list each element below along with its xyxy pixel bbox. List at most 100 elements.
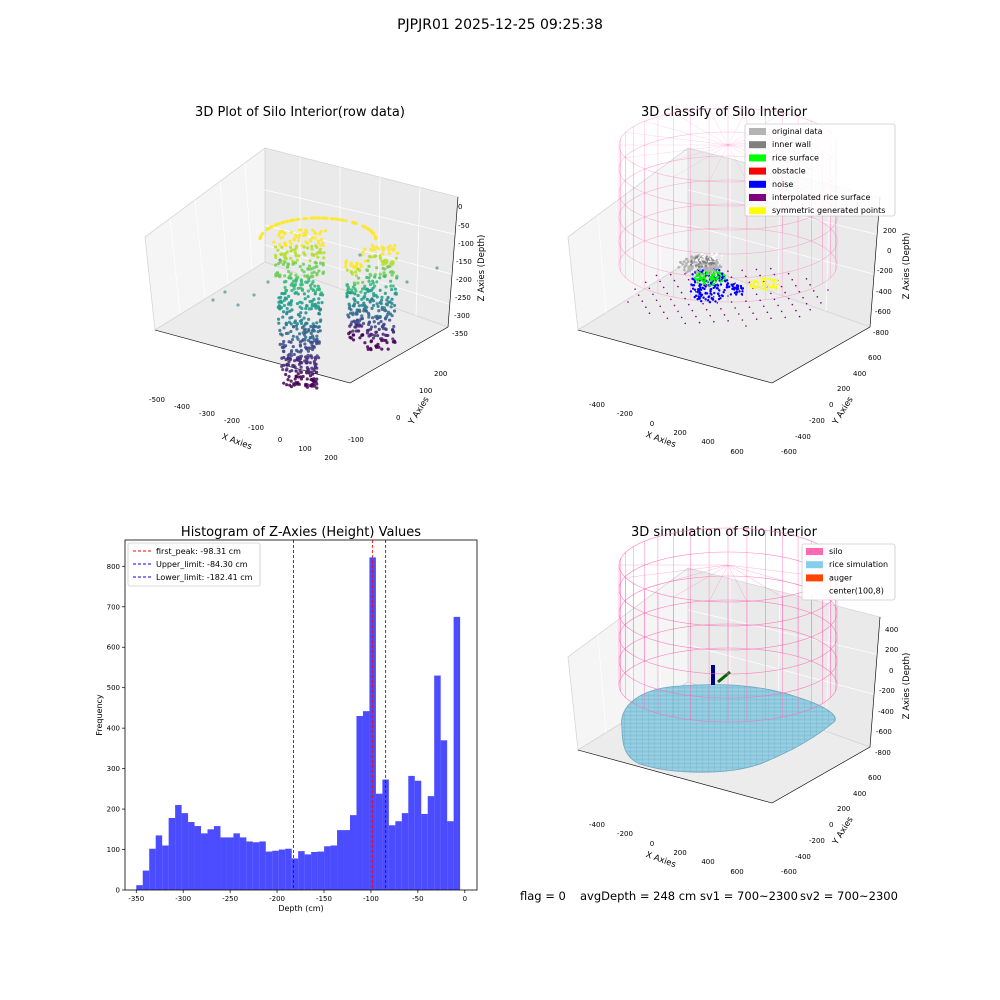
raw-point (287, 374, 291, 379)
classified-point (738, 290, 741, 293)
interpolated-point (669, 273, 672, 276)
raw-point (299, 311, 303, 315)
silo-wire-spoke (673, 112, 729, 146)
raw-point (362, 301, 366, 305)
classified-point (702, 260, 705, 263)
raw-x-tick: -200 (224, 417, 240, 425)
raw-point (303, 216, 307, 221)
interpolated-point (666, 292, 669, 295)
raw-z-tick: 0 (458, 203, 462, 211)
raw-point (318, 308, 322, 312)
simulation-legend-swatch (806, 574, 823, 582)
interpolated-point (773, 273, 776, 276)
raw-point (287, 294, 291, 298)
raw-point (289, 249, 293, 253)
raw-point (369, 325, 374, 329)
interpolated-point (659, 280, 661, 283)
classified-point (703, 268, 707, 272)
interpolated-point (670, 298, 672, 301)
raw-point (378, 254, 382, 258)
silo-wire-spoke (644, 121, 729, 146)
raw-point (378, 288, 382, 292)
raw-point (317, 288, 321, 292)
raw-point (289, 256, 293, 260)
interpolated-point (648, 312, 651, 314)
interpolated-point (730, 276, 733, 278)
simulation-y-tick: 200 (837, 805, 850, 813)
histogram-x-tick-label: -150 (316, 895, 332, 903)
raw-point (375, 280, 379, 284)
raw-point (378, 272, 382, 276)
simulation-legend: silo rice simulation auger center(100,8) (801, 543, 896, 601)
raw-point (378, 256, 382, 260)
classified-point (761, 284, 764, 287)
interpolated-point (627, 301, 629, 303)
simulation-z-tick: 0 (889, 667, 893, 675)
raw-point (392, 324, 396, 329)
raw-point (317, 312, 322, 316)
classified-point (732, 283, 735, 286)
histogram-bar (272, 850, 279, 890)
raw-point (279, 332, 283, 336)
raw-point (367, 315, 371, 319)
histogram-bar (233, 833, 240, 890)
classified-point (699, 286, 702, 289)
panel-classify: 3D classify of Silo Interior -400 -200 0 (567, 105, 912, 456)
classified-point (718, 289, 721, 292)
raw-z-tick: -100 (458, 240, 474, 248)
raw-point (351, 338, 356, 342)
classified-point (704, 298, 707, 301)
raw-scatter-points (211, 216, 439, 390)
raw-point (377, 309, 381, 313)
histogram-bar (220, 837, 227, 890)
raw-point (278, 274, 282, 279)
classified-point (723, 276, 726, 280)
histogram-bar (408, 775, 415, 890)
classified-point (702, 272, 705, 276)
raw-z-tick: -150 (456, 258, 472, 266)
interpolated-point (712, 296, 715, 298)
raw-point (313, 355, 318, 360)
raw-point (348, 335, 352, 339)
raw-point (278, 342, 282, 347)
simulation-x-tick: -200 (617, 830, 633, 838)
raw-point (304, 321, 308, 325)
classify-y-tick: -200 (809, 417, 825, 425)
raw-point (291, 262, 295, 266)
raw-point (387, 251, 392, 256)
classified-point (712, 286, 715, 290)
classified-point (699, 277, 702, 280)
status-sv1: sv1 = 700~2300 (700, 889, 798, 903)
raw-point (374, 293, 378, 298)
raw-point (391, 262, 395, 266)
raw-point (282, 381, 286, 385)
raw-point (295, 335, 299, 339)
interpolated-point (745, 300, 747, 302)
raw-point (369, 348, 373, 352)
raw-point (290, 368, 294, 373)
interpolated-point (809, 308, 812, 311)
classified-point (685, 264, 688, 267)
classify-x-tick: 200 (673, 429, 686, 437)
raw-point (351, 220, 355, 225)
classified-point (707, 260, 710, 263)
classified-point (772, 279, 775, 282)
interpolated-point (687, 278, 690, 281)
classified-point (695, 259, 698, 262)
raw-point (294, 246, 298, 250)
raw-point (357, 304, 361, 308)
raw-point (310, 347, 315, 352)
raw-point (302, 316, 306, 320)
interpolated-point (695, 290, 697, 293)
raw-point (371, 303, 376, 308)
classified-point (704, 264, 708, 268)
raw-point (350, 288, 354, 292)
simulation-legend-swatch (806, 548, 823, 555)
raw-outlier-point (223, 290, 227, 294)
raw-point (306, 246, 310, 250)
simulation-silo-wireframe-front (618, 564, 838, 723)
histogram-bar (291, 858, 299, 890)
raw-point (348, 330, 352, 334)
raw-point (282, 363, 286, 367)
raw-point (293, 261, 298, 265)
